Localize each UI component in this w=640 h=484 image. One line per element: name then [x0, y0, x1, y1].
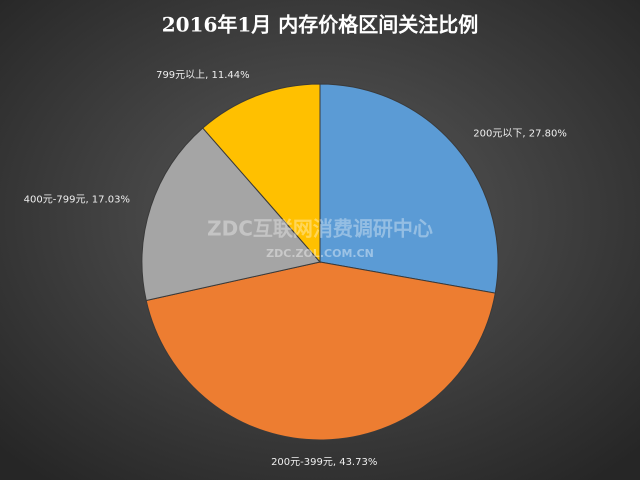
chart-title: 2016年1月 内存价格区间关注比例 [162, 13, 479, 37]
data-label: 799元以上, 11.44% [156, 69, 250, 81]
pie-slice [319, 83, 499, 294]
data-label: 200元以下, 27.80% [473, 129, 567, 140]
pie-slice [145, 261, 496, 441]
watermark: ZDC.ZOL.COM.CN [266, 247, 374, 260]
data-label: 200元-399元, 43.73% [271, 457, 377, 468]
data-label: 400元-799元, 17.03% [24, 195, 130, 206]
pie-slice [202, 83, 321, 264]
watermark: ZDC互联网消费调研中心 [207, 217, 433, 241]
pie-slice [141, 127, 321, 302]
